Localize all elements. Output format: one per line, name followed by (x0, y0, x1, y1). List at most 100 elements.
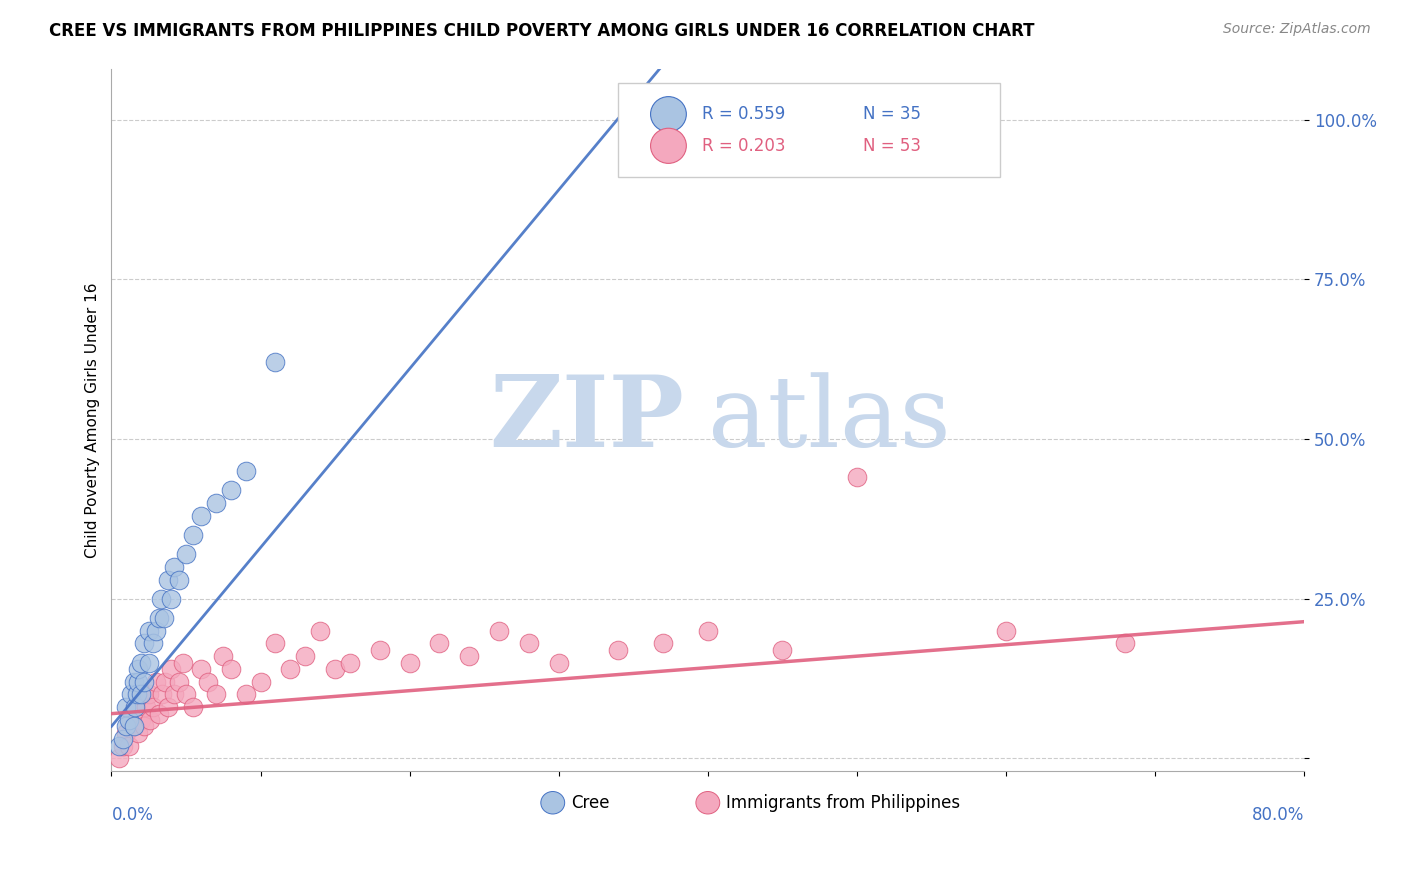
Point (183, 528, 205, 542)
Point (149, 591, 172, 606)
Point (148, 706, 170, 721)
Point (190, 662, 212, 676)
Text: Immigrants from Philippines: Immigrants from Philippines (725, 795, 960, 813)
Point (204, 496, 226, 510)
Point (235, 688, 257, 702)
Point (139, 713, 162, 727)
Point (190, 508, 212, 523)
Point (212, 649, 235, 664)
Point (112, 739, 135, 753)
Point (134, 636, 156, 650)
Point (122, 719, 145, 733)
Text: 80.0%: 80.0% (1251, 806, 1305, 824)
Text: R = 0.203: R = 0.203 (702, 136, 786, 155)
Ellipse shape (696, 791, 720, 814)
Point (607, 642, 630, 657)
Ellipse shape (651, 96, 686, 132)
Point (167, 674, 190, 689)
Point (235, 464, 257, 478)
Point (124, 700, 146, 714)
Point (120, 688, 142, 702)
Point (174, 547, 197, 561)
Point (163, 688, 186, 702)
Point (142, 636, 165, 650)
FancyBboxPatch shape (619, 83, 1000, 178)
Point (204, 688, 226, 702)
Point (148, 611, 170, 625)
Point (153, 674, 176, 689)
Point (122, 674, 145, 689)
Point (219, 662, 242, 676)
Point (145, 624, 167, 638)
Point (163, 559, 186, 574)
Ellipse shape (541, 791, 565, 814)
Point (219, 483, 242, 497)
Point (129, 688, 152, 702)
Point (174, 688, 197, 702)
Point (1114, 636, 1136, 650)
Point (488, 624, 510, 638)
Point (517, 636, 540, 650)
Text: atlas: atlas (707, 372, 950, 467)
Point (138, 624, 160, 638)
Text: 0.0%: 0.0% (111, 806, 153, 824)
Point (249, 674, 271, 689)
Point (368, 642, 391, 657)
Point (125, 688, 148, 702)
Point (132, 688, 155, 702)
Point (429, 636, 451, 650)
Text: CREE VS IMMIGRANTS FROM PHILIPPINES CHILD POVERTY AMONG GIRLS UNDER 16 CORRELATI: CREE VS IMMIGRANTS FROM PHILIPPINES CHIL… (49, 22, 1035, 40)
Point (134, 719, 156, 733)
Point (138, 656, 160, 670)
Point (696, 624, 718, 638)
Point (118, 739, 141, 753)
Point (197, 674, 219, 689)
Point (138, 688, 160, 702)
Point (183, 700, 205, 714)
Point (172, 656, 194, 670)
Point (294, 649, 316, 664)
Point (264, 636, 287, 650)
Point (127, 674, 149, 689)
Point (127, 662, 149, 676)
Y-axis label: Child Poverty Among Girls Under 16: Child Poverty Among Girls Under 16 (86, 282, 100, 558)
Text: N = 35: N = 35 (863, 105, 921, 123)
Point (458, 649, 481, 664)
Point (129, 656, 152, 670)
Text: ZIP: ZIP (489, 371, 683, 468)
Point (152, 611, 174, 625)
Point (134, 674, 156, 689)
Point (124, 700, 146, 714)
Point (323, 662, 346, 676)
Point (398, 656, 420, 670)
Point (278, 662, 301, 676)
Point (652, 636, 675, 650)
Point (115, 719, 138, 733)
Text: R = 0.559: R = 0.559 (702, 105, 785, 123)
Point (115, 700, 138, 714)
Point (129, 713, 152, 727)
Point (142, 700, 165, 714)
Point (547, 656, 569, 670)
Point (666, 112, 689, 127)
Point (167, 573, 190, 587)
Point (145, 674, 167, 689)
Point (157, 700, 180, 714)
Point (770, 642, 793, 657)
Point (112, 732, 135, 747)
Point (127, 726, 149, 740)
Point (264, 355, 287, 369)
Point (108, 739, 131, 753)
Point (135, 700, 157, 714)
Text: Cree: Cree (571, 795, 609, 813)
Point (120, 713, 142, 727)
Ellipse shape (651, 128, 686, 163)
Point (309, 624, 332, 638)
Point (995, 624, 1018, 638)
Point (160, 591, 183, 606)
Point (845, 470, 868, 484)
Point (122, 719, 145, 733)
Point (150, 688, 173, 702)
Text: N = 53: N = 53 (863, 136, 921, 155)
Point (108, 751, 131, 765)
